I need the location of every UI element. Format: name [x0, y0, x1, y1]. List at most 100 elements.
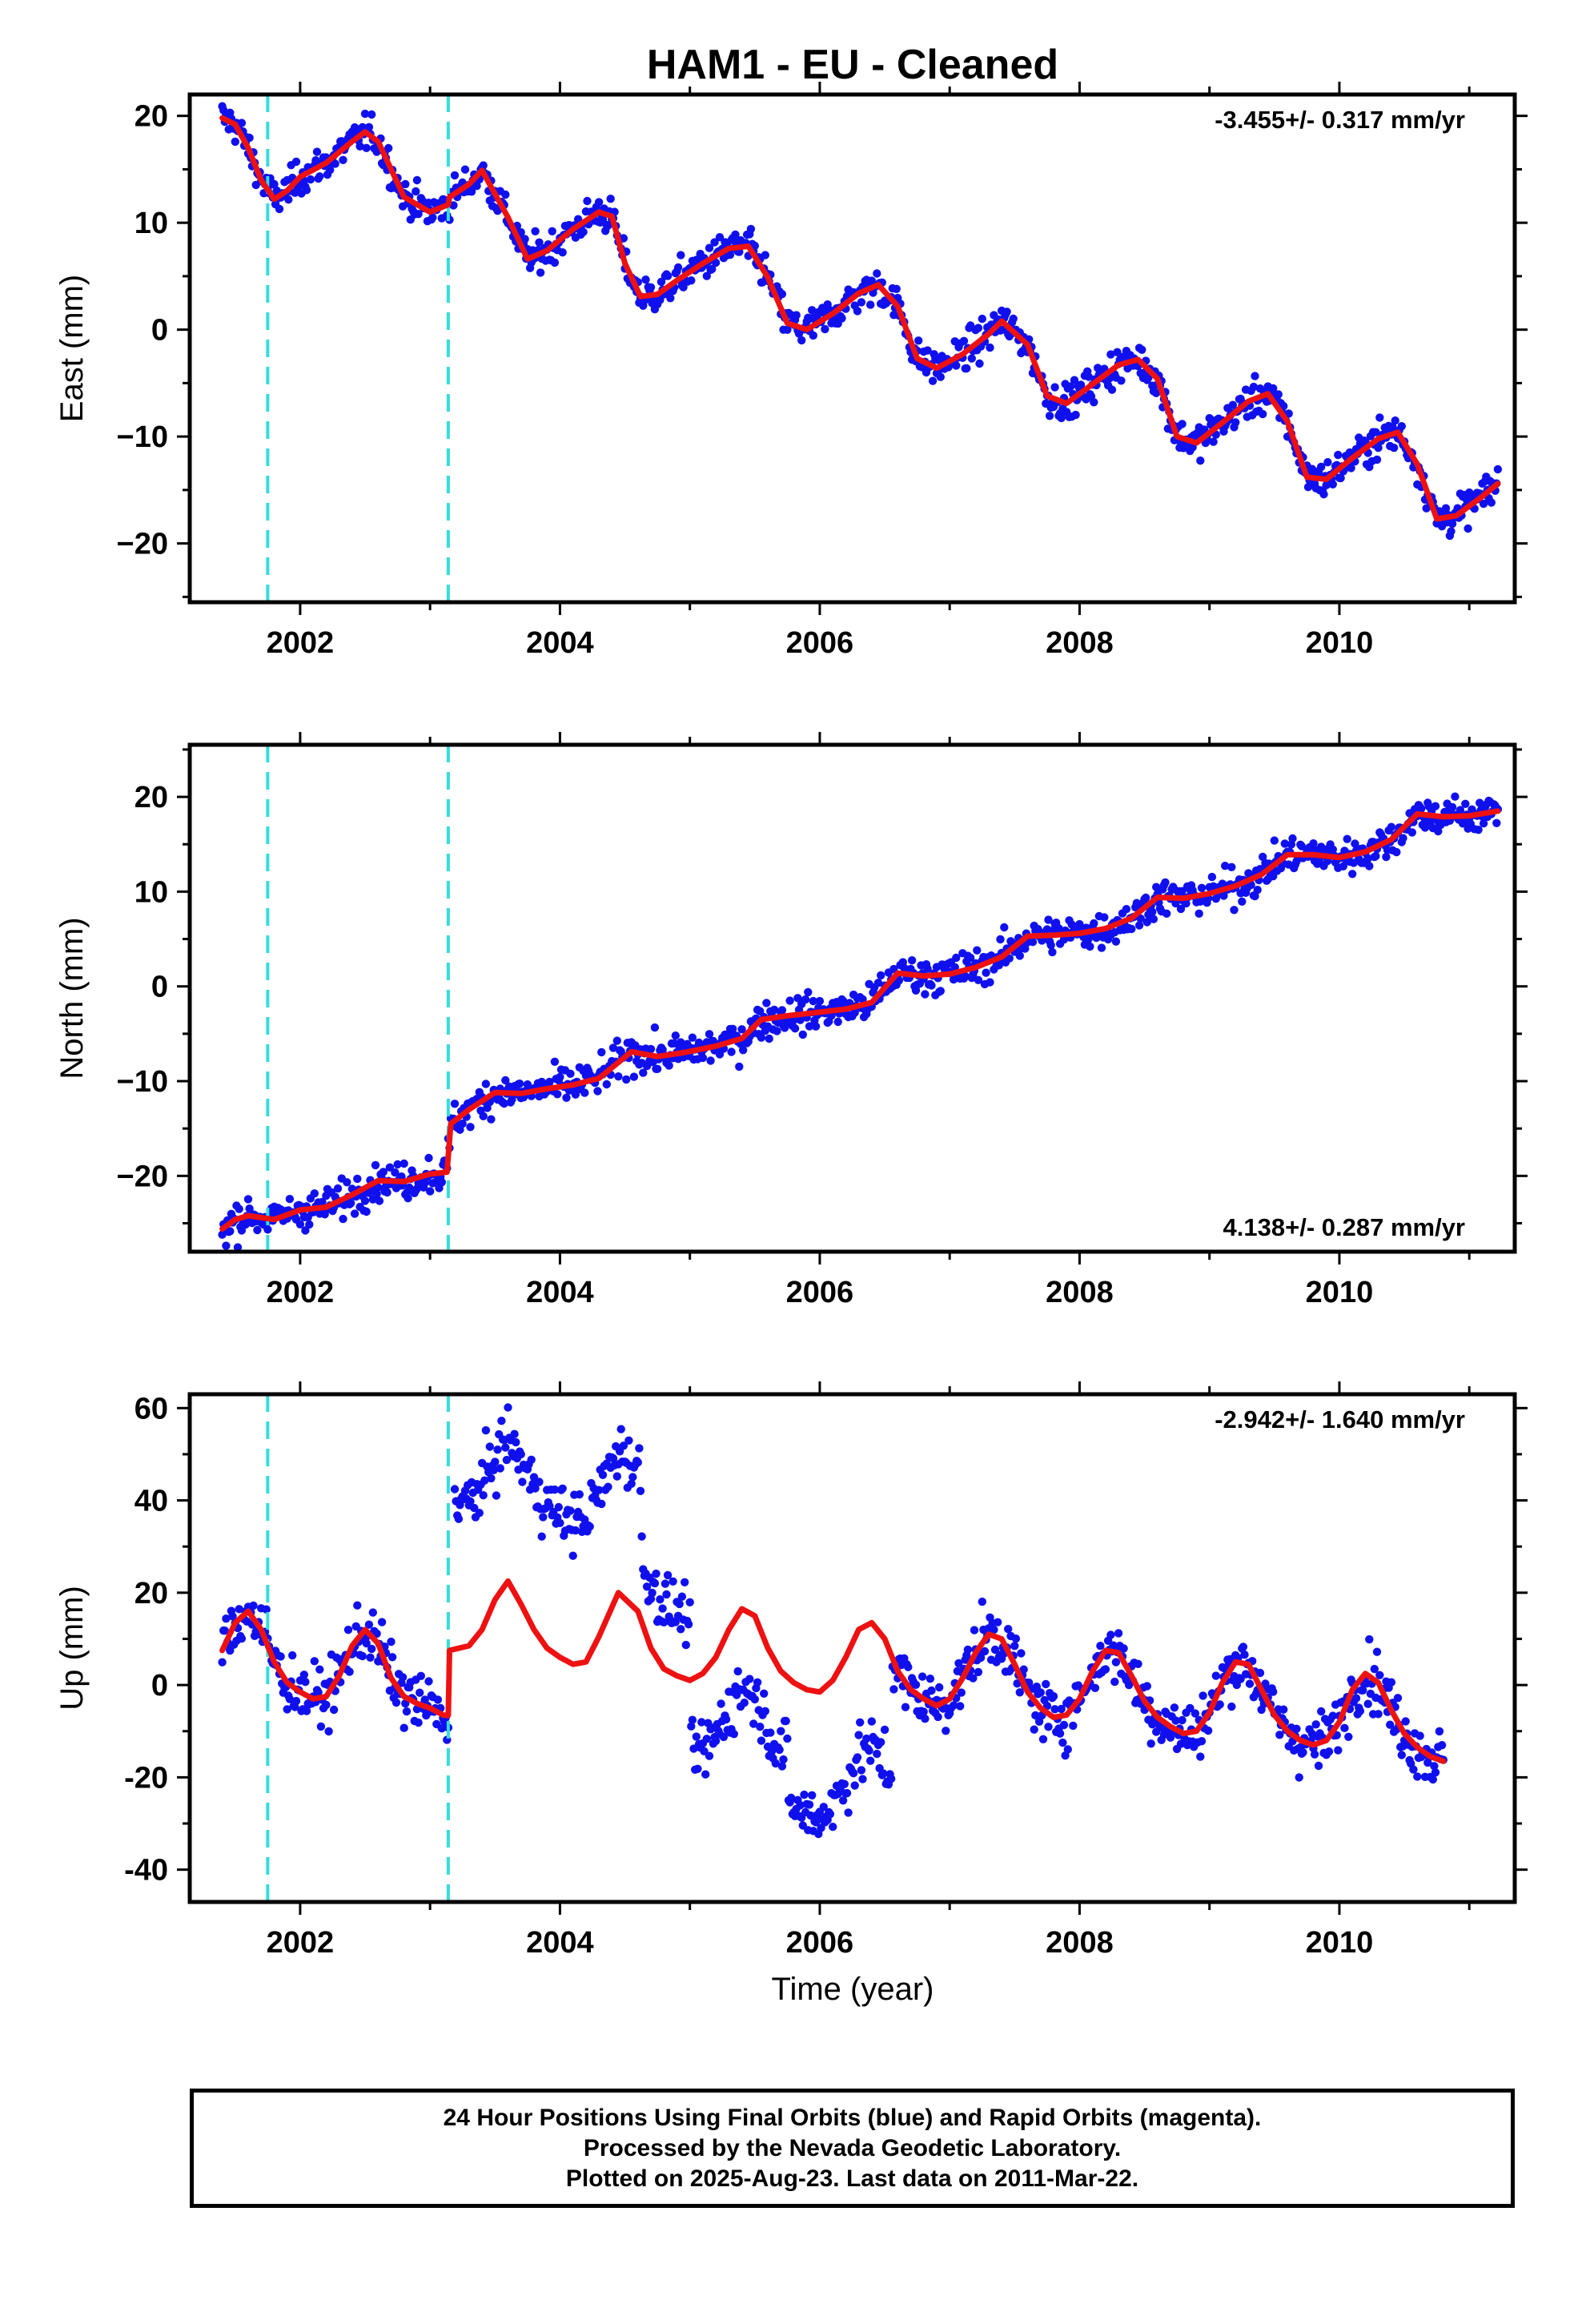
data-point — [1057, 1704, 1066, 1714]
data-point — [1370, 1664, 1379, 1674]
plot-area — [218, 94, 1503, 602]
data-point — [901, 1703, 910, 1711]
data-point — [433, 1695, 443, 1704]
x-tick-label: 2006 — [786, 1276, 854, 1309]
y-axis: 20 10 0 −10 −20 — [117, 748, 1528, 1225]
data-points — [218, 102, 1503, 541]
data-point — [320, 1210, 329, 1219]
y-axis: 60 40 20 0 -20 -40 — [124, 1392, 1528, 1888]
data-point — [673, 263, 683, 272]
data-point — [548, 227, 556, 235]
data-point — [1464, 0, 1472, 4]
data-point — [1048, 947, 1057, 957]
data-point — [857, 298, 866, 307]
data-point — [1178, 1715, 1186, 1725]
data-point — [1240, 1651, 1249, 1659]
data-point — [1348, 870, 1357, 879]
data-point — [1255, 1668, 1265, 1678]
data-point — [253, 1225, 262, 1235]
data-point — [1142, 1682, 1152, 1691]
data-point — [1170, 1703, 1179, 1712]
data-point — [756, 1723, 765, 1731]
data-point — [996, 935, 1005, 944]
data-point — [501, 1443, 510, 1452]
data-point — [391, 1168, 400, 1177]
data-point — [1209, 437, 1218, 446]
data-point — [1050, 1705, 1059, 1714]
data-point — [1420, 823, 1430, 832]
data-point — [1473, 0, 1481, 4]
data-point — [811, 1022, 821, 1031]
data-point — [858, 995, 867, 1004]
y-axis-label: East (mm) — [54, 275, 90, 422]
data-point — [1409, 1765, 1418, 1774]
data-point — [535, 1478, 544, 1486]
data-point — [959, 336, 969, 345]
data-point — [531, 227, 540, 235]
data-point — [1071, 410, 1080, 420]
data-point — [604, 1482, 612, 1491]
data-point — [880, 1725, 889, 1735]
data-point — [556, 1518, 564, 1528]
data-point — [437, 1724, 446, 1733]
data-point — [1456, 806, 1465, 814]
data-point — [331, 159, 339, 168]
data-point — [919, 1707, 928, 1716]
data-point — [288, 1651, 297, 1660]
data-point — [368, 1608, 377, 1617]
data-point — [982, 968, 990, 977]
data-point — [808, 306, 817, 315]
data-point — [1058, 1738, 1067, 1747]
data-point — [1397, 1751, 1407, 1759]
data-point — [456, 1501, 464, 1510]
data-point — [479, 161, 488, 170]
data-point — [961, 971, 970, 981]
data-point — [665, 1061, 673, 1070]
data-point — [612, 1472, 621, 1481]
data-point — [458, 1119, 467, 1128]
data-point — [1413, 1772, 1422, 1781]
data-point — [550, 1485, 560, 1494]
data-point — [383, 1188, 391, 1197]
data-point — [1492, 0, 1500, 4]
data-point — [927, 1686, 936, 1695]
data-point — [777, 290, 787, 299]
data-point — [602, 1080, 611, 1089]
data-point — [393, 1160, 402, 1169]
data-point — [467, 187, 476, 196]
data-point — [793, 994, 802, 1003]
data-point — [877, 971, 885, 980]
data-point — [1393, 1694, 1403, 1703]
data-point — [345, 1667, 354, 1676]
data-point — [750, 241, 759, 251]
data-point — [990, 1625, 998, 1634]
x-tick-label: 2008 — [1046, 626, 1114, 660]
data-point — [1479, 499, 1488, 509]
chart-title: HAM1 - EU - Cleaned — [647, 42, 1058, 88]
data-point — [1340, 1723, 1349, 1732]
data-point — [1107, 385, 1117, 394]
data-point — [585, 1522, 594, 1531]
data-point — [1111, 1658, 1121, 1667]
data-point — [497, 1417, 506, 1425]
data-point — [849, 1769, 858, 1778]
data-point — [514, 1466, 523, 1474]
data-point — [385, 1163, 395, 1172]
data-point — [350, 1209, 359, 1218]
data-point — [1476, 798, 1484, 807]
data-point — [1334, 450, 1343, 460]
data-point — [1310, 1750, 1319, 1759]
data-point — [449, 201, 458, 210]
data-point — [1448, 0, 1456, 4]
data-point — [702, 1735, 711, 1743]
data-point — [489, 1466, 498, 1475]
data-point — [677, 251, 685, 259]
data-point — [1444, 0, 1452, 4]
data-point — [904, 1663, 913, 1671]
x-tick-label: 2004 — [526, 1926, 594, 1960]
data-point — [1422, 504, 1431, 513]
data-point — [907, 956, 917, 965]
data-point — [401, 179, 410, 189]
data-point — [594, 198, 604, 207]
data-point — [608, 1454, 618, 1463]
